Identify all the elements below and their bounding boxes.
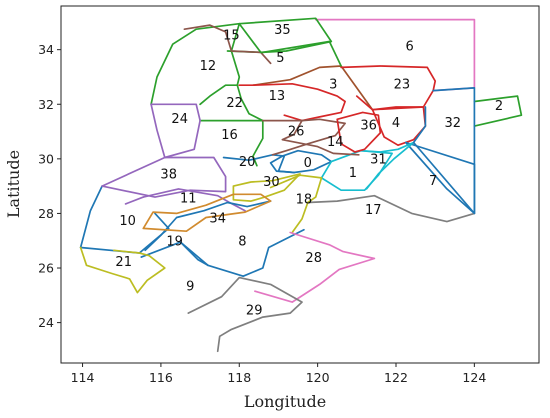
region-35-label: 35 <box>274 23 291 38</box>
region-8-label: 8 <box>238 235 246 250</box>
region-30-label: 30 <box>263 175 280 190</box>
region-38-boundary <box>101 156 227 198</box>
region-30-boundary <box>232 173 301 202</box>
region-layer <box>79 17 523 353</box>
region-13-label: 13 <box>269 89 286 104</box>
region-15-label: 15 <box>223 28 240 43</box>
region-14-label: 14 <box>327 135 344 150</box>
region-3-boundary <box>252 65 374 111</box>
y-tick-label-34: 34 <box>38 42 54 57</box>
region-2-label: 2 <box>495 99 503 114</box>
region-20-label: 20 <box>239 155 256 170</box>
region-8-boundary <box>179 228 305 278</box>
region-35-boundary <box>238 17 333 54</box>
region-21-boundary <box>79 246 166 294</box>
region-19-label: 19 <box>166 235 183 250</box>
region-label-layer: 0123456789101112131415161718192021222324… <box>115 23 503 319</box>
region-6-label: 6 <box>406 39 414 54</box>
y-tick-label-32: 32 <box>38 97 54 112</box>
region-29-label: 29 <box>246 304 263 319</box>
region-0-label: 0 <box>304 156 312 171</box>
plot-frame <box>60 5 540 364</box>
region-1-label: 1 <box>349 166 357 181</box>
region-20-boundary <box>222 153 295 174</box>
x-tick-label-114: 114 <box>71 370 95 385</box>
region-4-label: 4 <box>392 116 400 131</box>
region-9-boundary <box>140 241 209 267</box>
region-36-label: 36 <box>360 119 377 134</box>
region-11-boundary <box>142 188 246 212</box>
region-17-boundary <box>306 194 476 223</box>
region-28-label: 28 <box>305 251 322 266</box>
x-tick-label-118: 118 <box>227 370 251 385</box>
region-24-label: 24 <box>171 112 188 127</box>
region-21-label: 21 <box>115 255 132 270</box>
region-2-boundary <box>473 95 523 127</box>
x-tick-label-120: 120 <box>306 370 330 385</box>
region-5-label: 5 <box>276 51 284 66</box>
x-axis-label: Longitude <box>244 392 326 411</box>
region-26-boundary <box>261 118 346 156</box>
y-axis-label: Latitude <box>4 150 23 218</box>
y-tick-label-30: 30 <box>38 151 54 166</box>
region-11-label: 11 <box>180 192 197 207</box>
region-16-label: 16 <box>221 128 238 143</box>
y-tick-label-26: 26 <box>38 261 54 276</box>
region-34-boundary <box>142 193 272 233</box>
region-38-label: 38 <box>160 168 177 183</box>
region-24-boundary <box>150 103 201 159</box>
region-18-boundary <box>269 174 323 234</box>
region-7-label: 7 <box>429 174 437 189</box>
region-25-boundary <box>124 196 145 205</box>
region-17-label: 17 <box>365 203 382 218</box>
region-10-boundary <box>79 185 170 254</box>
y-tick-label-28: 28 <box>38 206 54 221</box>
region-26-label: 26 <box>288 125 305 140</box>
region-13-boundary <box>238 82 346 122</box>
region-34-label: 34 <box>209 211 226 226</box>
x-tick-label-124: 124 <box>462 370 486 385</box>
region-22-label: 22 <box>226 96 243 111</box>
region-32-boundary <box>412 87 476 215</box>
region-9-label: 9 <box>186 280 194 295</box>
region-19-boundary <box>144 200 272 252</box>
region-15-boundary <box>183 24 272 65</box>
region-23-label: 23 <box>394 78 411 93</box>
x-tick-label-122: 122 <box>384 370 408 385</box>
region-12-label: 12 <box>200 59 217 74</box>
region-3-label: 3 <box>329 78 337 93</box>
region-32-label: 32 <box>445 116 462 131</box>
region-18-label: 18 <box>296 192 313 207</box>
region-29-boundary <box>187 276 303 353</box>
region-31-label: 31 <box>370 152 387 167</box>
region-12-boundary <box>150 22 241 106</box>
x-tick-label-116: 116 <box>149 370 173 385</box>
region-10-label: 10 <box>119 214 136 229</box>
region-36-boundary <box>336 111 382 153</box>
region-22-boundary <box>199 84 264 122</box>
region-14-boundary <box>281 119 360 156</box>
y-tick-label-24: 24 <box>38 315 54 330</box>
